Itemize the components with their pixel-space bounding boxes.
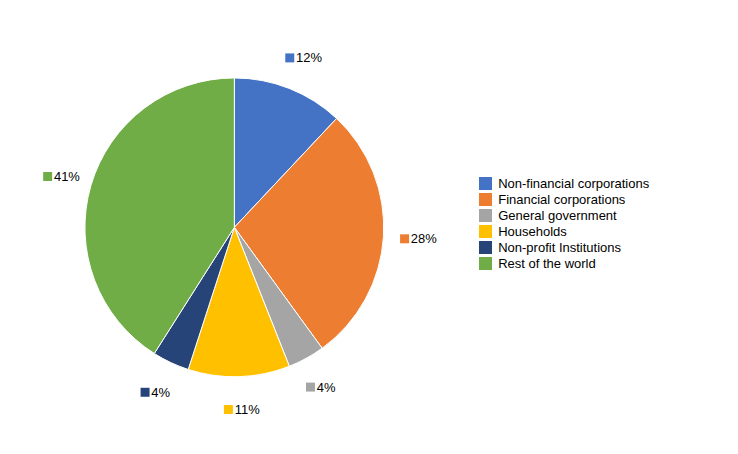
html-text:Non-profit Institutions: Non-profit Institutions	[498, 239, 621, 255]
html-text:Financial corporations: Financial corporations	[498, 191, 626, 207]
svg-text:41%: 41%	[54, 169, 80, 184]
svg-text:28%: 28%	[411, 231, 437, 246]
html-text:Non-financial corporations: Non-financial corporations	[498, 175, 650, 191]
html-text:General government: General government	[498, 207, 617, 223]
svg-text:11%: 11%	[235, 402, 260, 417]
html-text:Households: Households	[498, 223, 567, 239]
svg-text:4%: 4%	[151, 384, 170, 399]
html-text:Rest of the world: Rest of the world	[498, 255, 596, 271]
svg-text:4%: 4%	[317, 379, 336, 394]
svg-text:12%: 12%	[296, 50, 322, 65]
